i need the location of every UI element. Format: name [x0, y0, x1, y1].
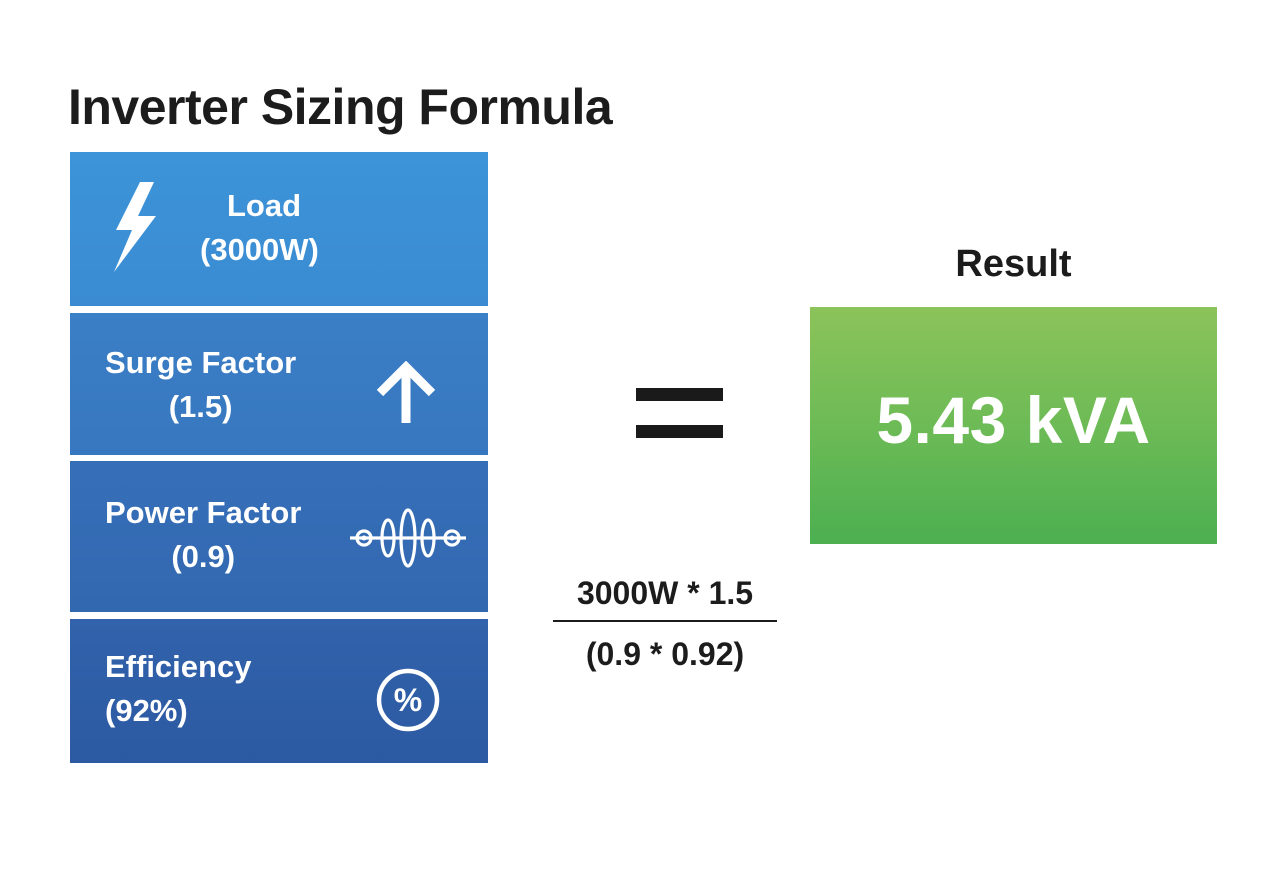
factor-label: Surge Factor: [105, 345, 297, 380]
factor-value: (0.9): [171, 539, 236, 574]
factor-surge: Surge Factor (1.5): [70, 313, 488, 455]
factor-label: Efficiency: [105, 649, 252, 684]
factor-efficiency: Efficiency (92%) %: [70, 619, 488, 763]
factor-label: Power Factor: [105, 495, 302, 530]
percent-circle-icon: %: [375, 667, 441, 745]
factor-value: (1.5): [168, 389, 233, 424]
equals-sign-top: [636, 388, 723, 401]
svg-text:%: %: [394, 682, 422, 718]
arrow-up-icon: [375, 360, 437, 437]
formula-fraction: 3000W * 1.5 (0.9 * 0.92): [553, 570, 777, 674]
result-box: 5.43 kVA: [810, 307, 1217, 544]
diagram-title: Inverter Sizing Formula: [68, 79, 613, 135]
formula-denominator: (0.9 * 0.92): [585, 636, 745, 672]
factor-label: Load: [227, 188, 302, 223]
sine-wave-icon: [350, 507, 466, 581]
lightning-bolt-icon: [110, 182, 160, 286]
result-value: 5.43 kVA: [876, 382, 1151, 457]
factor-value: (92%): [105, 693, 188, 728]
result-label: Result: [955, 243, 1072, 285]
equals-sign-bottom: [636, 425, 723, 438]
factor-value: (3000W): [200, 232, 319, 267]
factor-load: Load (3000W): [70, 152, 488, 306]
formula-numerator: 3000W * 1.5: [576, 575, 754, 611]
fraction-bar: [553, 620, 777, 622]
factor-power: Power Factor (0.9): [70, 461, 488, 612]
